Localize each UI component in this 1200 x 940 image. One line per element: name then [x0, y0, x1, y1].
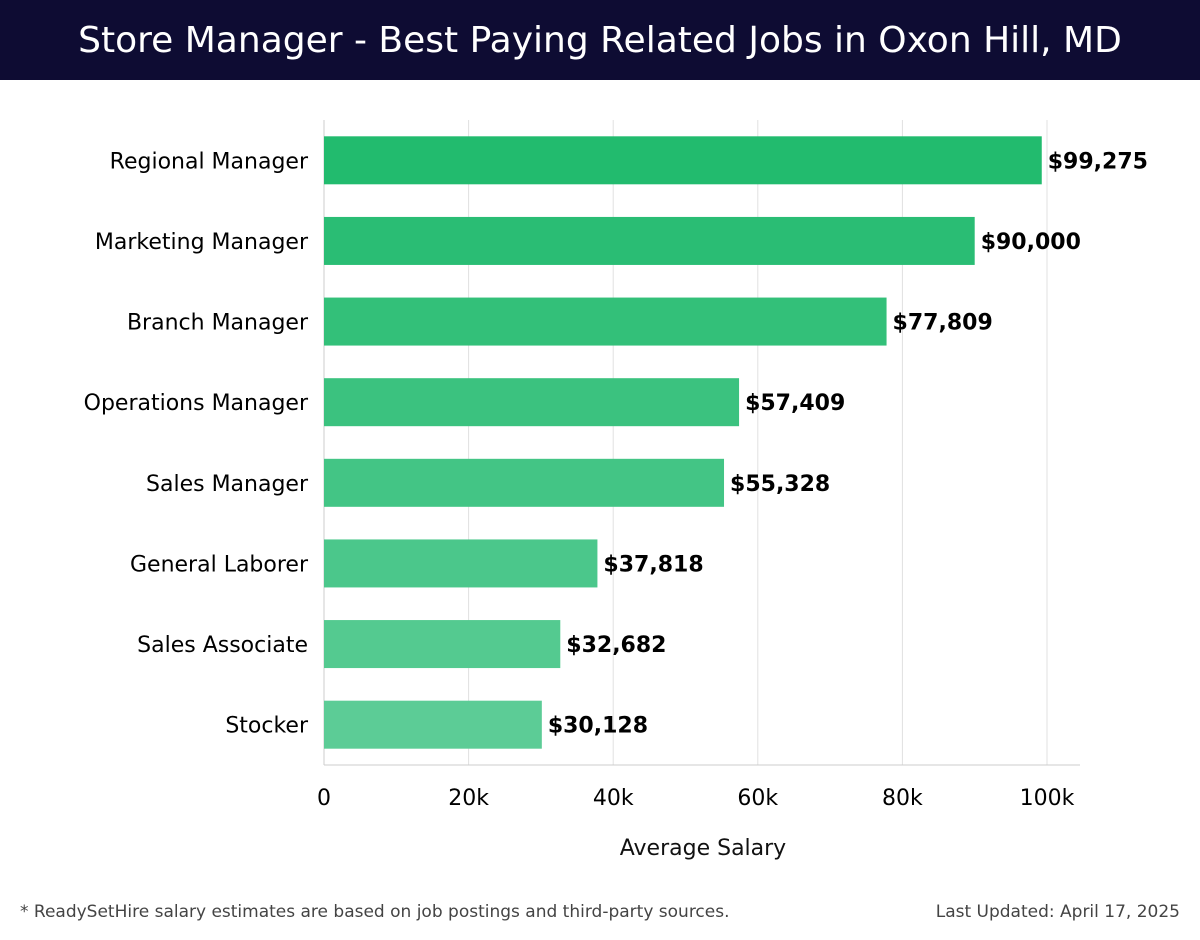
chart-area: Regional Manager $99,275 Marketing Manager… — [0, 80, 1200, 880]
x-tick-label: 100k — [1020, 786, 1075, 811]
x-axis-title: Average Salary — [620, 836, 786, 861]
category-label: Stocker — [225, 714, 309, 739]
category-label: Regional Manager — [110, 149, 309, 174]
value-label: $90,000 — [981, 230, 1081, 255]
category-label: Marketing Manager — [95, 230, 309, 255]
bar-general-laborer — [324, 539, 598, 588]
category-label: Operations Manager — [84, 391, 309, 416]
value-label: $57,409 — [745, 391, 845, 416]
page-title: Store Manager - Best Paying Related Jobs… — [78, 19, 1122, 61]
bar-marketing-manager — [324, 216, 975, 265]
x-tick-label: 80k — [882, 786, 923, 811]
value-label: $30,128 — [548, 714, 648, 739]
category-label: Sales Associate — [137, 633, 308, 658]
bar-regional-manager — [324, 136, 1042, 185]
category-label: General Laborer — [130, 552, 309, 577]
footer-note: * ReadySetHire salary estimates are base… — [20, 902, 730, 922]
value-label: $99,275 — [1048, 149, 1148, 174]
bar-chart: Regional Manager $99,275 Marketing Manager… — [84, 120, 1148, 861]
value-label: $37,818 — [603, 552, 703, 577]
value-label: $77,809 — [893, 311, 993, 336]
value-label: $55,328 — [730, 472, 830, 497]
bar-stocker — [324, 700, 542, 749]
category-label: Sales Manager — [146, 472, 309, 497]
category-label: Branch Manager — [127, 311, 309, 336]
x-tick-label: 40k — [593, 786, 634, 811]
x-tick-label: 60k — [737, 786, 778, 811]
x-tick-label: 20k — [448, 786, 489, 811]
x-tick-label: 0 — [317, 786, 331, 811]
header-bar: Store Manager - Best Paying Related Jobs… — [0, 0, 1200, 80]
bar-operations-manager — [324, 378, 740, 427]
last-updated: Last Updated: April 17, 2025 — [935, 902, 1180, 922]
bar-sales-manager — [324, 458, 725, 507]
bar-sales-associate — [324, 620, 561, 669]
bar-branch-manager — [324, 297, 887, 346]
value-label: $32,682 — [566, 633, 666, 658]
